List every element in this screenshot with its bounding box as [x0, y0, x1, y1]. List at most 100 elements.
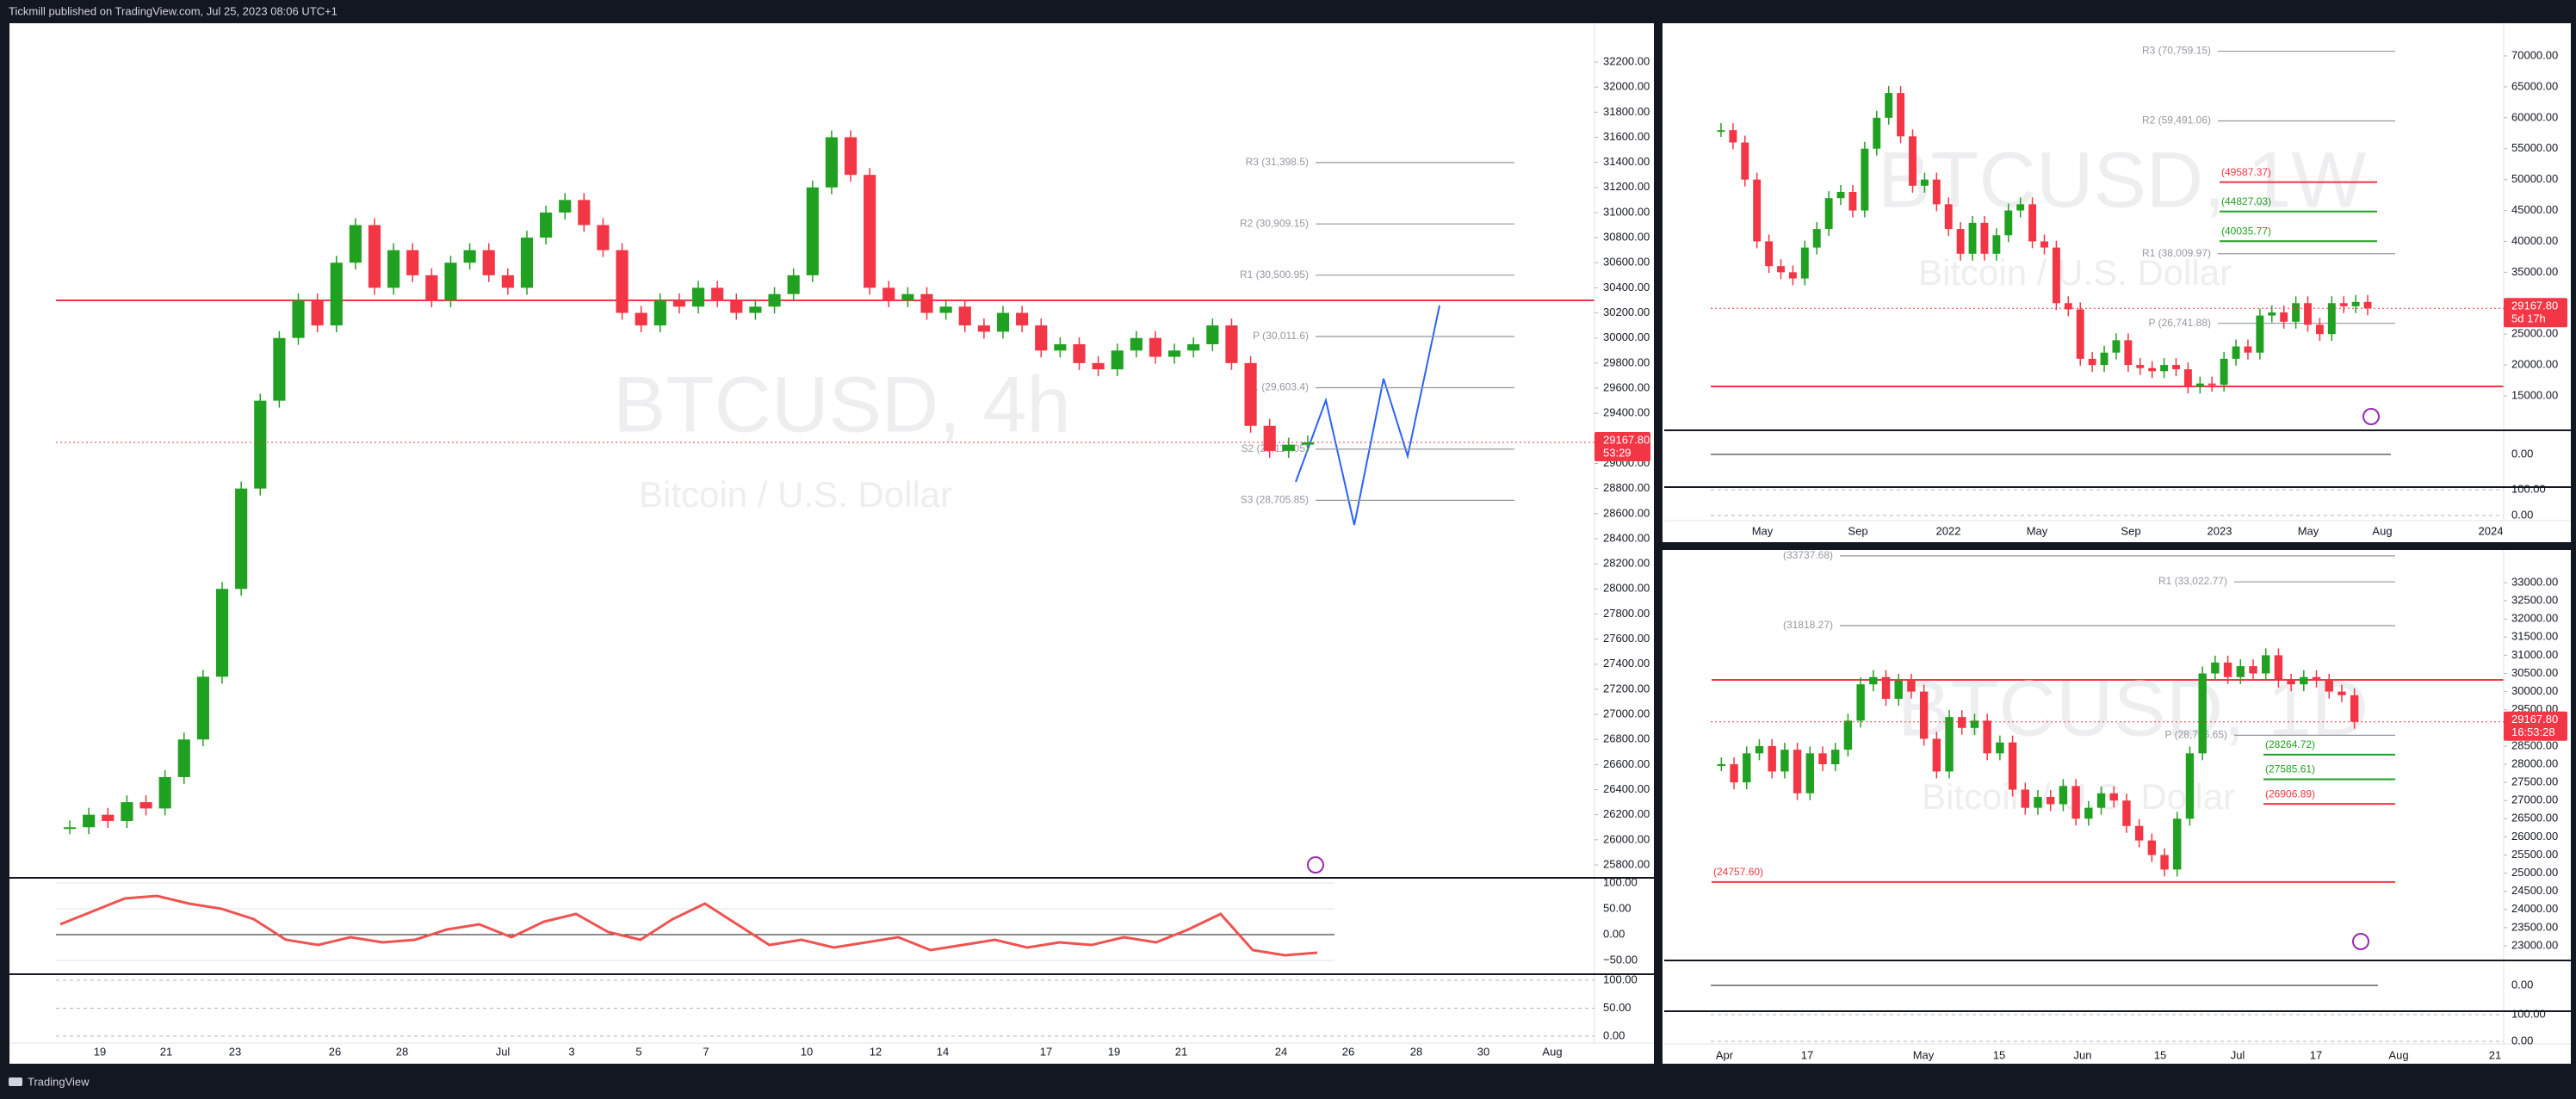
price-tick-label: 29400.00	[1603, 406, 1650, 419]
candle	[2047, 796, 2055, 805]
candle	[2339, 303, 2348, 306]
candle	[2304, 303, 2312, 325]
time-label: 19	[1108, 1045, 1120, 1058]
level-label: (49587.37)	[2221, 166, 2271, 178]
price-tick-label: 30000.00	[2511, 684, 2558, 697]
level-label: (33737.68)	[1783, 549, 1833, 561]
candle	[2136, 365, 2145, 368]
candle	[1717, 130, 1725, 133]
price-tick-label: 35000.00	[2511, 265, 2558, 278]
candle	[2208, 383, 2216, 386]
time-label: Jul	[2231, 1048, 2245, 1061]
candle	[2183, 369, 2192, 387]
price-tick-label: 31400.00	[1603, 155, 1650, 168]
candle	[653, 299, 666, 326]
candle	[444, 262, 457, 300]
price-tick-label: 28200.00	[1603, 557, 1650, 570]
price-tick-label: 28500.00	[2511, 738, 2558, 751]
candle	[1016, 312, 1029, 326]
candle	[2122, 800, 2131, 826]
price-tick-label: 24000.00	[2511, 902, 2558, 915]
candle	[1244, 362, 1257, 426]
level-label: (40035.77)	[2221, 225, 2271, 237]
candle	[1301, 442, 1315, 445]
candle	[2028, 204, 2037, 242]
candle	[1092, 362, 1105, 370]
price-tick-label: 45000.00	[2511, 203, 2558, 216]
time-label: May	[2298, 524, 2319, 537]
candle	[1187, 344, 1200, 351]
level-label: (28264.72)	[2265, 738, 2315, 750]
level-label: R2 (59,491.06)	[2142, 114, 2211, 127]
time-label: 3	[568, 1045, 574, 1058]
osc-tick-label: 0.00	[1603, 927, 1625, 940]
candle	[1788, 272, 1797, 279]
candle	[2040, 241, 2048, 248]
candle	[1793, 750, 1802, 793]
price-tick-label: 70000.00	[2511, 48, 2558, 61]
candle	[2071, 786, 2080, 819]
candle	[292, 299, 305, 338]
candle	[882, 287, 895, 300]
candle	[2351, 301, 2360, 306]
watermark-name: Bitcoin / U.S. Dollar	[1918, 252, 2232, 293]
watermark-symbol: BTCUSD, 4h	[613, 361, 1071, 448]
time-label: May	[1752, 524, 1774, 537]
candle	[1881, 676, 1891, 700]
candle	[559, 200, 572, 213]
candle	[196, 676, 209, 740]
tradingview-logo: TradingView	[9, 1075, 90, 1088]
level-label: S1 (29,603.4)	[1246, 381, 1309, 393]
level-label: (44827.03)	[2221, 195, 2271, 207]
candle	[2100, 352, 2108, 366]
candle	[387, 250, 400, 288]
candle	[1111, 350, 1124, 370]
price-tick-label: 29600.00	[1603, 380, 1650, 393]
candle	[1956, 229, 1965, 254]
candle	[1206, 325, 1219, 345]
candle	[1054, 344, 1067, 351]
time-label: 21	[2489, 1048, 2501, 1061]
candle	[2280, 312, 2288, 322]
price-tick-label: 27000.00	[1603, 707, 1650, 720]
candle	[482, 250, 495, 275]
time-label: Aug	[2388, 1048, 2408, 1061]
candle	[1753, 179, 1762, 242]
candle	[2236, 666, 2245, 677]
time-label: Jun	[2074, 1048, 2092, 1061]
level-label: (31818.27)	[1783, 619, 1833, 631]
candle	[158, 776, 171, 809]
level-label: S3 (28,705.85)	[1241, 494, 1309, 506]
candle	[1225, 325, 1238, 363]
candle	[2096, 793, 2106, 808]
candle	[1130, 337, 1142, 351]
level-label: (27585.61)	[2265, 763, 2315, 775]
candle	[1073, 344, 1086, 363]
candle	[2059, 786, 2068, 805]
last-price-label: 29167.80	[2511, 299, 2558, 312]
candle	[177, 739, 190, 777]
level-label: R1 (38,009.97)	[2142, 247, 2211, 259]
time-label: 2024	[2479, 524, 2504, 537]
candle	[1263, 425, 1276, 451]
price-tick-label: 28000.00	[2511, 756, 2558, 769]
candle	[1805, 753, 1814, 793]
price-tick-label: 32500.00	[2511, 594, 2558, 607]
candle	[1894, 680, 1903, 700]
candle	[2325, 680, 2333, 692]
time-label: Apr	[1716, 1048, 1734, 1061]
price-tick-label: 24500.00	[2511, 884, 2558, 897]
osc-tick-label: 100.00	[1603, 875, 1638, 888]
candle	[1768, 745, 1776, 772]
price-tick-label: 27400.00	[1603, 657, 1650, 670]
candle	[2338, 691, 2346, 695]
candle	[2172, 365, 2180, 370]
time-label: 12	[870, 1045, 882, 1058]
candle	[520, 238, 534, 288]
candle	[83, 814, 96, 828]
level-label: R1 (33,022.77)	[2158, 575, 2227, 587]
price-tick-label: 65000.00	[2511, 79, 2558, 92]
candle	[2268, 312, 2276, 316]
candle	[2244, 346, 2252, 353]
candle	[2363, 301, 2372, 309]
